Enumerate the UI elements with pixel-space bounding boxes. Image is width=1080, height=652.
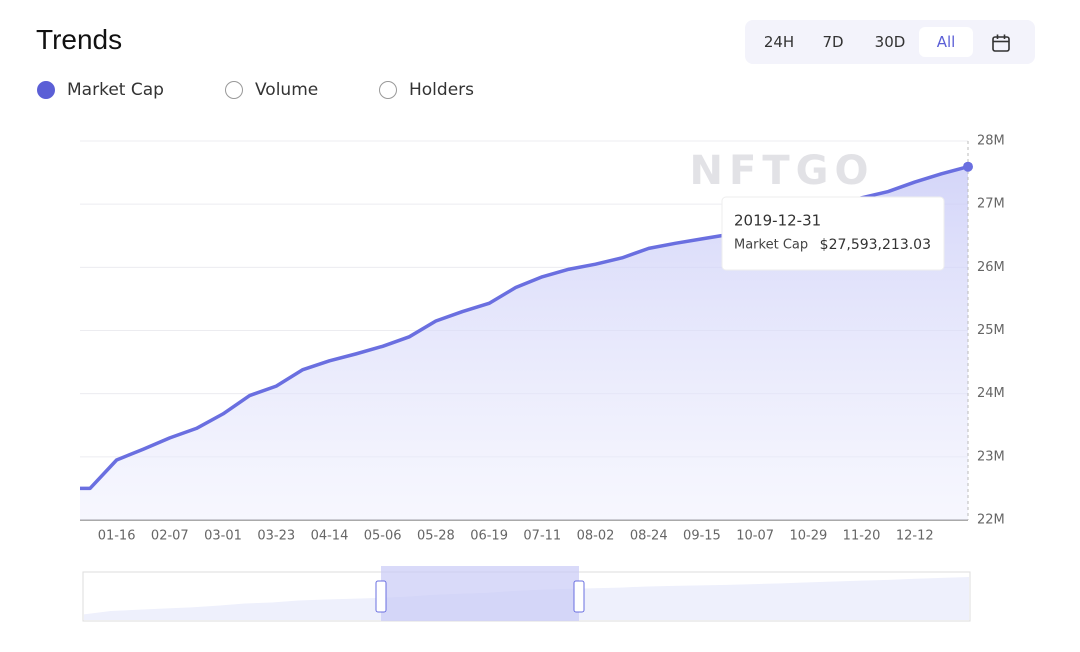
toggle[interactable]: Holders [379, 80, 474, 100]
watermark: NFTGO [690, 148, 875, 194]
x-tick-label: 10-07 [736, 529, 774, 544]
toggle-label: Market Cap [67, 80, 164, 100]
toggle[interactable]: Market Cap [37, 80, 164, 100]
x-tick-label: 11-20 [843, 529, 881, 544]
calendar-icon[interactable] [991, 33, 1011, 53]
x-tick-label: 12-12 [896, 529, 934, 544]
y-tick-label: 22M [977, 513, 1005, 528]
tooltip-value: $27,593,213.03 [820, 237, 931, 253]
checkbox[interactable] [379, 81, 397, 99]
navigator-handle[interactable] [573, 580, 585, 613]
y-tick-label: 25M [977, 323, 1005, 338]
x-tick-label: 05-06 [364, 529, 402, 544]
range-button[interactable]: All [919, 27, 973, 57]
x-tick-label: 05-28 [417, 529, 455, 544]
point [963, 161, 973, 172]
x-tick-label: 03-01 [204, 529, 242, 544]
tooltip-box [721, 196, 945, 271]
navigator-window[interactable] [381, 566, 579, 621]
x-tick-label: 08-24 [630, 529, 668, 544]
checkbox[interactable] [225, 81, 243, 99]
y-tick-label: 27M [977, 197, 1005, 212]
checkbox[interactable] [37, 81, 55, 99]
x-tick-label: 08-02 [577, 529, 615, 544]
navigator-handle[interactable] [375, 580, 387, 613]
x-tick-label: 06-19 [470, 529, 508, 544]
range-button[interactable]: 30D [874, 33, 906, 51]
y-tick-label: 26M [977, 260, 1005, 275]
tooltip: 2019-12-31 Market Cap $27,593,213.03 [721, 196, 945, 271]
x-tick-label: 10-29 [789, 529, 827, 544]
y-tick-label: 24M [977, 386, 1005, 401]
tooltip-date: 2019-12-31 [734, 212, 821, 230]
y-tick-label: 28M [977, 134, 1005, 149]
range-button[interactable]: 7D [822, 33, 844, 51]
range-button[interactable]: 24H [763, 33, 795, 51]
toggle-label: Holders [409, 80, 475, 100]
x-tick-label: 03-23 [257, 529, 295, 544]
x-tick-label: 02-07 [151, 529, 189, 544]
range-selector: 24H 7D 30D All [745, 20, 1035, 64]
x-tick-label: 01-16 [98, 529, 136, 544]
title: Trends [36, 24, 123, 55]
x-tick-label: 07-11 [523, 529, 561, 544]
toggle-label: Volume [255, 80, 319, 100]
toggle[interactable]: Volume [225, 80, 318, 100]
x-tick-label: 04-14 [311, 529, 349, 544]
tooltip-series: Market Cap [734, 238, 808, 253]
x-tick-label: 09-15 [683, 529, 721, 544]
y-tick-label: 23M [977, 449, 1005, 464]
